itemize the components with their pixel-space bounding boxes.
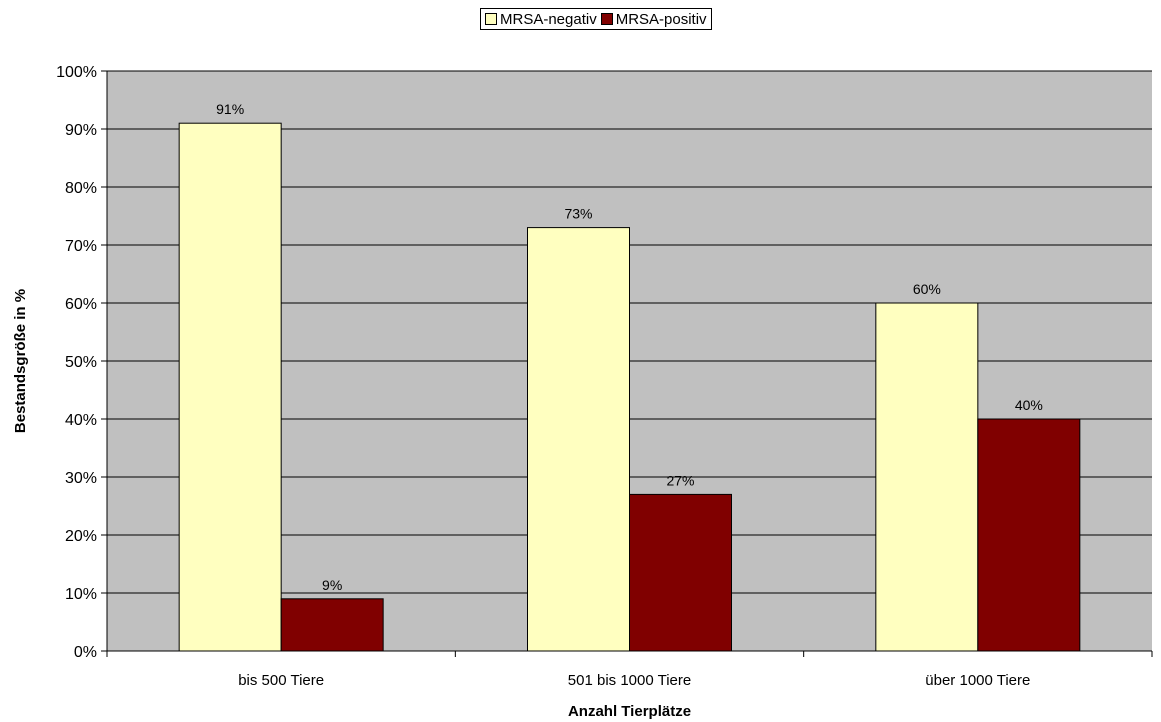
data-label: 40% (1015, 397, 1043, 413)
x-tick-label: bis 500 Tiere (238, 672, 324, 689)
bar (527, 227, 630, 652)
legend-swatch-mrsa-positiv (600, 13, 613, 25)
legend-label-mrsa-positiv: MRSA-positiv (615, 10, 707, 28)
data-label: 91% (216, 101, 244, 117)
legend: MRSA-negativ MRSA-positiv (480, 8, 712, 30)
y-tick-label: 30% (65, 470, 97, 487)
y-tick-label: 70% (65, 238, 97, 255)
y-axis-title: Bestandsgröße in % (12, 289, 29, 433)
bar (629, 493, 732, 652)
bar (178, 122, 282, 652)
x-tick-label: über 1000 Tiere (925, 672, 1030, 689)
bar (875, 302, 979, 652)
data-label: 60% (913, 281, 941, 297)
legend-label-mrsa-negativ: MRSA-negativ (500, 10, 597, 28)
y-tick-label: 10% (65, 586, 97, 603)
legend-item-mrsa-negativ: MRSA-negativ (485, 11, 597, 28)
x-axis-title: Anzahl Tierplätze (568, 703, 691, 720)
y-tick-label: 0% (74, 644, 97, 661)
y-tick-label: 80% (65, 180, 97, 197)
legend-item-mrsa-positiv: MRSA-positiv (600, 10, 707, 28)
y-tick-label: 60% (65, 296, 97, 313)
legend-swatch-mrsa-negativ (485, 13, 497, 25)
y-tick-label: 90% (65, 122, 97, 139)
bar (280, 598, 384, 652)
data-label: 73% (564, 206, 592, 222)
y-tick-label: 40% (65, 412, 97, 429)
y-tick-label: 100% (56, 64, 97, 81)
data-label: 27% (666, 472, 694, 488)
x-tick-label: 501 bis 1000 Tiere (568, 672, 691, 689)
y-tick-label: 20% (65, 528, 97, 545)
y-tick-label: 50% (65, 354, 97, 371)
data-label: 9% (322, 577, 342, 593)
bar (977, 418, 1081, 652)
